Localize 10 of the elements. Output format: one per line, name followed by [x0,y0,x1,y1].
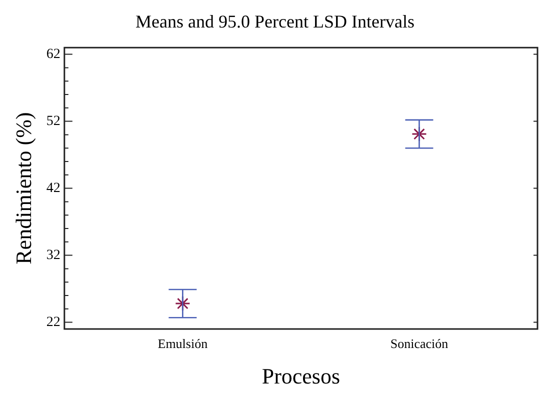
x-tick-label: Sonicación [390,336,449,352]
y-tick-label: 42 [46,180,60,196]
x-axis-title: Procesos [262,364,340,389]
y-tick-label: 62 [46,46,60,62]
y-tick-label: 52 [46,114,60,129]
y-tick-label: 22 [46,314,60,330]
y-axis-title: Rendimiento (%) [10,112,36,264]
y-tick-label: 32 [46,248,60,263]
chart-title: Means and 95.0 Percent LSD Intervals [136,12,414,32]
x-tick-label: Emulsión [158,336,208,352]
